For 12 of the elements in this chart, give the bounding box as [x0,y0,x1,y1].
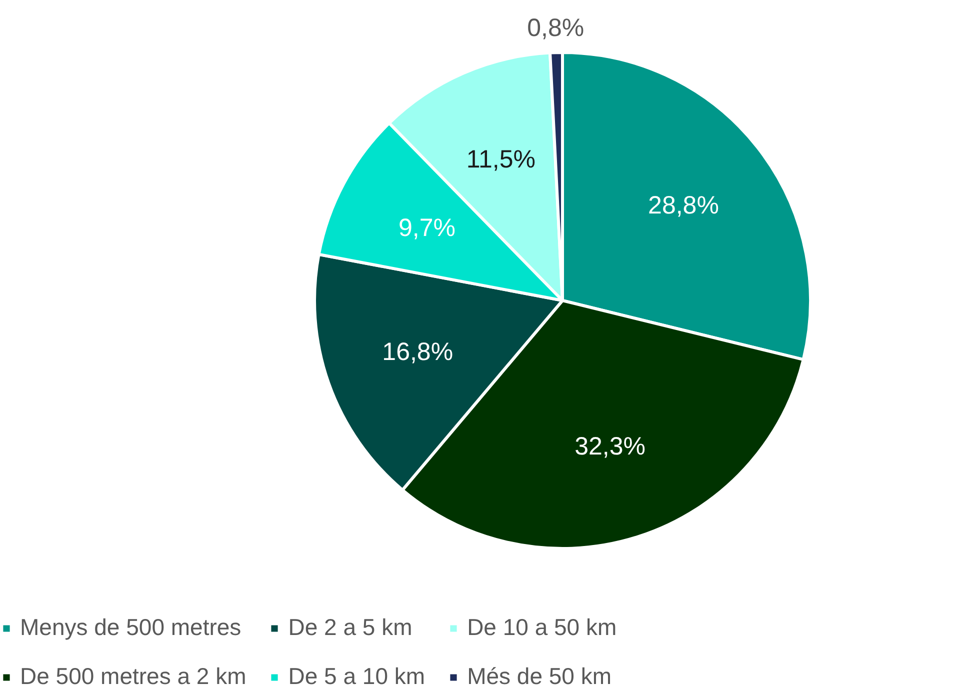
legend-label: De 10 a 50 km [467,614,617,641]
data-label: 32,3% [574,432,646,461]
legend-label: Més de 50 km [467,663,612,690]
data-label: 16,8% [382,338,454,366]
legend-label: De 500 metres a 2 km [20,663,246,690]
legend-label: Menys de 500 metres [20,614,242,641]
legend-label: De 2 a 5 km [288,614,412,641]
data-label: 28,8% [648,192,719,220]
legend-label: De 5 a 10 km [288,663,426,690]
data-label: 11,5% [466,146,536,174]
data-label: 9,7% [398,214,456,242]
data-label: 0,8% [527,14,584,42]
